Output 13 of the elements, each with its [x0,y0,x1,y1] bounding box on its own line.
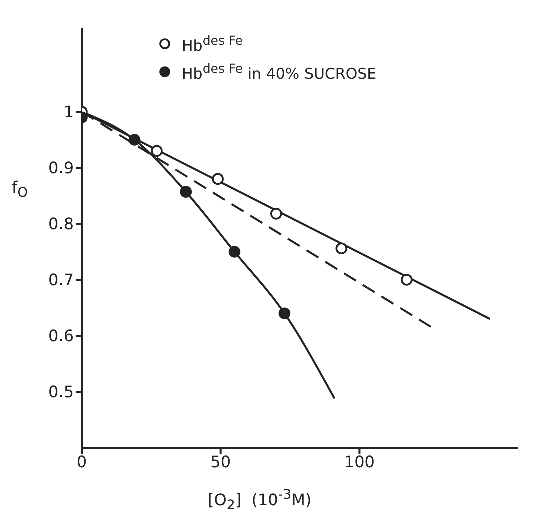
legend-label: Hb$^{des Fe}$ [182,33,244,55]
x-axis-title: [O$_{2}$] (10$^{-3}$M) [208,488,312,514]
y-axis-title: f$_{O}$ [12,178,28,202]
y-tick-label: 1 [64,102,74,122]
x-tick-label: 100 [344,452,375,472]
x-tick-label: 50 [210,452,232,472]
y-tick-label: 0.7 [48,270,74,290]
y-tick-label: 0.5 [48,382,74,402]
x-tick-label: 0 [76,452,88,472]
y-tick-label: 0.8 [48,214,74,234]
y-tick-label: 0.9 [48,158,74,178]
legend-label: Hb$^{des Fe}$ in 40% SUCROSE [182,61,377,83]
y-tick-label: 0.6 [48,326,74,346]
